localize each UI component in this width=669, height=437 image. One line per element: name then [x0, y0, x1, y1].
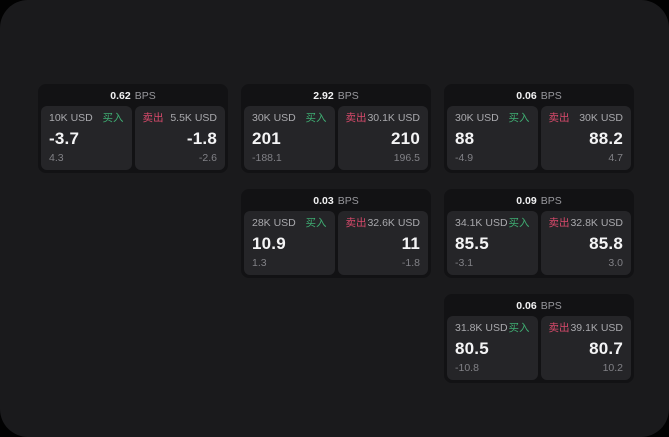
- bps-header: 0.62 BPS: [38, 84, 228, 106]
- buy-side-label: 买入: [305, 112, 327, 124]
- sell-delta: 3.0: [608, 256, 623, 269]
- bps-value: 0.06: [516, 299, 537, 312]
- buy-price: 10.9: [252, 233, 286, 253]
- buy-quote-panel[interactable]: 34.1K USD 买入 85.5 -3.1: [447, 211, 538, 275]
- sell-amount: 39.1K USD: [570, 322, 623, 334]
- quote-card: 0.09 BPS 34.1K USD 买入 85.5 -3.1 卖出 32.8K…: [444, 189, 634, 278]
- buy-amount: 30K USD: [455, 112, 499, 124]
- sell-side-label: 卖出: [345, 112, 367, 124]
- bps-header: 0.09 BPS: [444, 189, 634, 211]
- buy-amount: 28K USD: [252, 217, 296, 229]
- quote-card: 0.03 BPS 28K USD 买入 10.9 1.3 卖出 32.6K US…: [241, 189, 431, 278]
- quote-panels: 30K USD 买入 88 -4.9 卖出 30K USD 88.2 4.7: [444, 106, 634, 173]
- bps-unit: BPS: [337, 194, 359, 207]
- quotes-grid: 0.62 BPS 10K USD 买入 -3.7 4.3 卖出 5.5K USD: [38, 84, 634, 383]
- buy-price: 80.5: [455, 338, 489, 358]
- buy-side-label: 买入: [102, 112, 124, 124]
- sell-delta: -2.6: [198, 151, 217, 164]
- quote-panels: 10K USD 买入 -3.7 4.3 卖出 5.5K USD -1.8 -2.…: [38, 106, 228, 173]
- sell-price: 11: [401, 233, 420, 253]
- sell-amount: 5.5K USD: [170, 112, 217, 124]
- buy-side-label: 买入: [508, 112, 530, 124]
- buy-side-label: 买入: [508, 322, 530, 334]
- buy-price: 88: [455, 128, 475, 148]
- buy-amount: 30K USD: [252, 112, 296, 124]
- buy-amount: 10K USD: [49, 112, 93, 124]
- buy-amount: 31.8K USD: [455, 322, 508, 334]
- buy-price: 201: [252, 128, 281, 148]
- sell-side-label: 卖出: [142, 112, 164, 124]
- quote-card: 0.06 BPS 30K USD 买入 88 -4.9 卖出 30K USD: [444, 84, 634, 173]
- bps-value: 0.62: [110, 89, 131, 102]
- sell-delta: 4.7: [608, 151, 623, 164]
- bps-header: 0.03 BPS: [241, 189, 431, 211]
- sell-delta: -1.8: [401, 256, 420, 269]
- bps-header: 0.06 BPS: [444, 294, 634, 316]
- bps-unit: BPS: [540, 89, 562, 102]
- sell-amount: 32.6K USD: [367, 217, 420, 229]
- sell-quote-panel[interactable]: 卖出 32.6K USD 11 -1.8: [337, 211, 428, 275]
- buy-quote-panel[interactable]: 30K USD 买入 88 -4.9: [447, 106, 538, 170]
- sell-delta: 10.2: [602, 361, 623, 374]
- buy-delta: -4.9: [455, 151, 474, 164]
- buy-price: 85.5: [455, 233, 489, 253]
- bps-unit: BPS: [337, 89, 359, 102]
- buy-delta: -3.1: [455, 256, 474, 269]
- sell-quote-panel[interactable]: 卖出 30.1K USD 210 196.5: [337, 106, 428, 170]
- quote-panels: 31.8K USD 买入 80.5 -10.8 卖出 39.1K USD 80.…: [444, 316, 634, 383]
- buy-quote-panel[interactable]: 10K USD 买入 -3.7 4.3: [41, 106, 132, 170]
- sell-price: 85.8: [589, 233, 623, 253]
- quote-panels: 30K USD 买入 201 -188.1 卖出 30.1K USD 210 1…: [241, 106, 431, 173]
- sell-quote-panel[interactable]: 卖出 39.1K USD 80.7 10.2: [540, 316, 631, 380]
- buy-delta: 1.3: [252, 256, 267, 269]
- quote-card: 0.62 BPS 10K USD 买入 -3.7 4.3 卖出 5.5K USD: [38, 84, 228, 173]
- sell-price: 210: [391, 128, 420, 148]
- sell-price: 80.7: [589, 338, 623, 358]
- quote-card: 2.92 BPS 30K USD 买入 201 -188.1 卖出 30.1K …: [241, 84, 431, 173]
- sell-delta: 196.5: [393, 151, 420, 164]
- bps-unit: BPS: [134, 89, 156, 102]
- sell-side-label: 卖出: [548, 322, 570, 334]
- sell-side-label: 卖出: [548, 217, 570, 229]
- bps-value: 0.06: [516, 89, 537, 102]
- buy-delta: -10.8: [455, 361, 479, 374]
- sell-amount: 30K USD: [579, 112, 623, 124]
- buy-quote-panel[interactable]: 28K USD 买入 10.9 1.3: [244, 211, 335, 275]
- sell-side-label: 卖出: [548, 112, 570, 124]
- buy-quote-panel[interactable]: 30K USD 买入 201 -188.1: [244, 106, 335, 170]
- bps-header: 2.92 BPS: [241, 84, 431, 106]
- bps-unit: BPS: [540, 299, 562, 312]
- quote-panels: 28K USD 买入 10.9 1.3 卖出 32.6K USD 11 -1.8: [241, 211, 431, 278]
- buy-amount: 34.1K USD: [455, 217, 508, 229]
- buy-side-label: 买入: [305, 217, 327, 229]
- sell-quote-panel[interactable]: 卖出 5.5K USD -1.8 -2.6: [134, 106, 225, 170]
- buy-side-label: 买入: [508, 217, 530, 229]
- bps-header: 0.06 BPS: [444, 84, 634, 106]
- bps-value: 0.09: [516, 194, 537, 207]
- sell-amount: 30.1K USD: [367, 112, 420, 124]
- bps-value: 2.92: [313, 89, 334, 102]
- quote-card: 0.06 BPS 31.8K USD 买入 80.5 -10.8 卖出 39.1…: [444, 294, 634, 383]
- sell-quote-panel[interactable]: 卖出 30K USD 88.2 4.7: [540, 106, 631, 170]
- buy-quote-panel[interactable]: 31.8K USD 买入 80.5 -10.8: [447, 316, 538, 380]
- sell-amount: 32.8K USD: [570, 217, 623, 229]
- quote-panels: 34.1K USD 买入 85.5 -3.1 卖出 32.8K USD 85.8…: [444, 211, 634, 278]
- sell-side-label: 卖出: [345, 217, 367, 229]
- bps-value: 0.03: [313, 194, 334, 207]
- sell-price: -1.8: [186, 128, 217, 148]
- buy-delta: 4.3: [49, 151, 64, 164]
- buy-price: -3.7: [49, 128, 80, 148]
- sell-quote-panel[interactable]: 卖出 32.8K USD 85.8 3.0: [540, 211, 631, 275]
- buy-delta: -188.1: [252, 151, 282, 164]
- sell-price: 88.2: [589, 128, 623, 148]
- bps-unit: BPS: [540, 194, 562, 207]
